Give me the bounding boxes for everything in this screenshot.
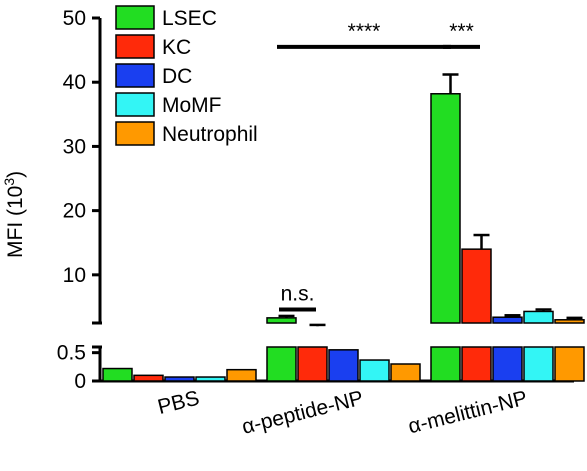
legend: LSEC KC DC MoMF Neutrophil — [115, 5, 258, 146]
y-axis-label-exponent: 3 — [1, 178, 17, 186]
bar — [266, 317, 297, 324]
bar — [492, 316, 523, 324]
legend-swatch — [115, 63, 155, 88]
bar — [195, 376, 226, 382]
bar — [226, 368, 257, 382]
bar-lower-segment — [523, 346, 554, 382]
legend-swatch — [115, 92, 155, 117]
legend-swatch — [115, 34, 155, 59]
bars-layer — [102, 73, 585, 382]
y-axis-label-close: ) — [4, 171, 27, 178]
y-tick-label: 10 — [63, 264, 86, 287]
legend-label: KC — [162, 36, 191, 59]
legend-swatch — [115, 121, 155, 146]
y-tick-label: 0 — [74, 370, 86, 393]
bar — [328, 349, 359, 382]
y-tick-label: 40 — [63, 71, 86, 94]
bar — [359, 359, 390, 382]
y-tick-label: 20 — [63, 200, 86, 223]
bar-lower-segment — [554, 346, 585, 382]
y-axis-label-main: MFI (10 — [4, 186, 27, 258]
y-axis-label: MFI (103) — [1, 171, 27, 258]
x-tick-label: α-peptide-NP — [240, 387, 366, 439]
bar-lower-segment — [430, 346, 461, 382]
bar — [102, 367, 133, 382]
legend-label: Neutrophil — [162, 123, 258, 146]
legend-label: LSEC — [162, 7, 217, 30]
significance-label: *** — [449, 20, 474, 43]
y-tick-label: 30 — [63, 135, 86, 158]
bar-lower-segment — [297, 346, 328, 382]
y-tick-label: 0.5 — [57, 342, 86, 365]
significance-label: n.s. — [281, 283, 315, 306]
bar-lower-segment — [266, 346, 297, 382]
bar — [133, 374, 164, 382]
annotations-layer: n.s.**** *** — [277, 20, 480, 312]
significance-label: **** — [348, 20, 381, 43]
x-tick-label: PBS — [155, 387, 201, 419]
bar — [523, 310, 554, 324]
x-tick-label: α-melittin-NP — [406, 387, 530, 439]
legend-label: MoMF — [162, 94, 222, 117]
bar — [430, 93, 461, 324]
bar — [390, 363, 421, 382]
bar — [461, 248, 492, 324]
legend-label: DC — [162, 65, 192, 88]
bar — [554, 319, 585, 324]
bar — [164, 376, 195, 382]
bar-lower-segment — [461, 346, 492, 382]
legend-swatch — [115, 5, 155, 30]
y-tick-label: 50 — [63, 7, 86, 30]
bar-lower-segment — [492, 346, 523, 382]
